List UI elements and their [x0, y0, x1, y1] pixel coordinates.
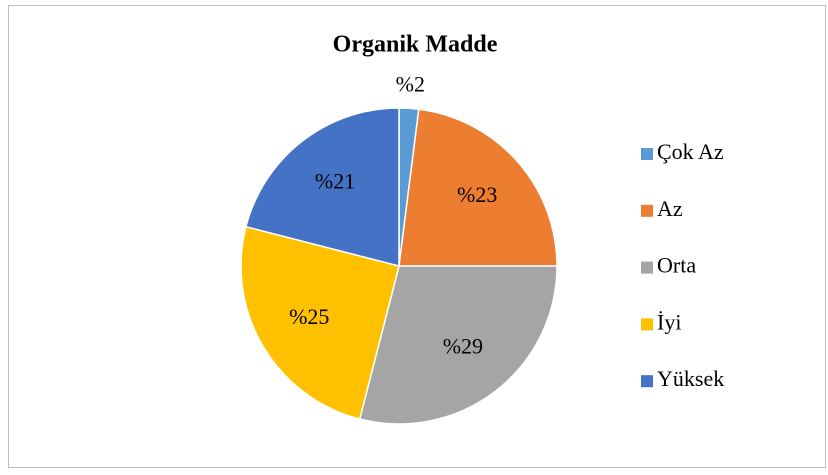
data-label: %2 — [396, 71, 425, 96]
pie-slice — [358, 265, 558, 425]
legend-label: Çok Az — [657, 139, 724, 164]
data-label: %25 — [289, 304, 329, 329]
data-label: %23 — [457, 182, 497, 207]
pie-slice — [245, 107, 400, 267]
legend-swatch — [641, 261, 653, 274]
legend-label: İyi — [657, 309, 681, 334]
legend-swatch — [641, 148, 653, 160]
data-label: %29 — [443, 333, 483, 358]
legend-swatch — [641, 375, 653, 388]
legend-label: Orta — [657, 253, 696, 278]
pie-slice — [240, 225, 400, 420]
legend-label: Yüksek — [657, 366, 724, 391]
data-label: %21 — [315, 169, 355, 194]
legend-swatch — [641, 204, 653, 217]
legend-label: Az — [657, 196, 683, 221]
chart-title: Organik Madde — [333, 32, 498, 58]
pie-slice — [398, 108, 558, 267]
legend-swatch — [641, 318, 653, 331]
